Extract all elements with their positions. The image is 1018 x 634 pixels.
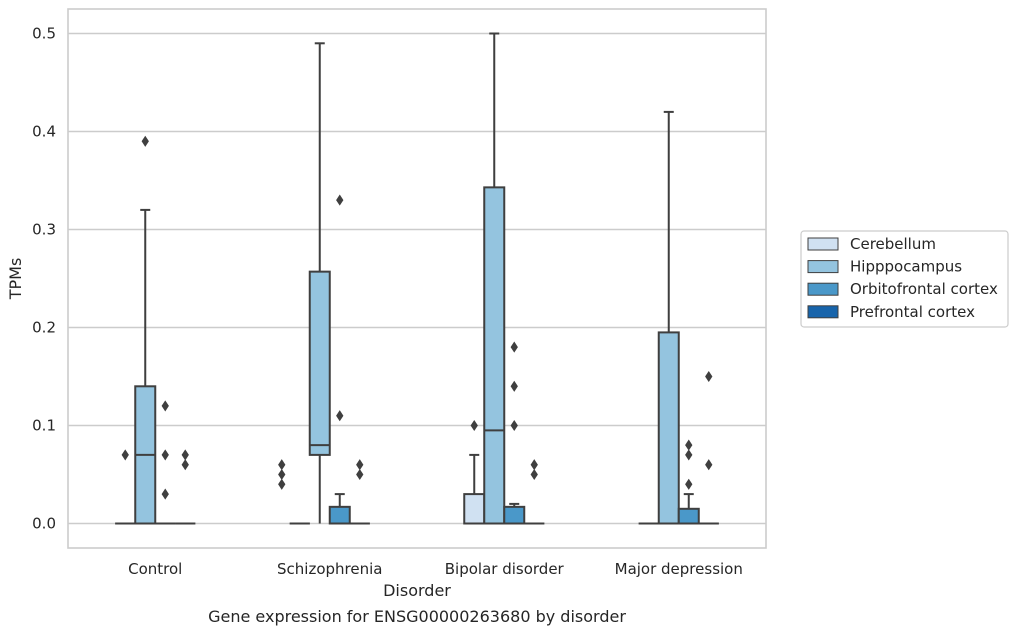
legend-frame [800, 230, 1009, 328]
y-tick-label: 0.2 [32, 319, 56, 337]
x-tick-label: Major depression [615, 560, 743, 578]
outlier-point [356, 459, 364, 471]
outlier-point [705, 370, 713, 383]
box [677, 507, 700, 525]
y-axis: 0.0 0.1 0.2 0.3 0.4 0.5 [32, 25, 56, 533]
outlier-point [161, 488, 169, 500]
outlier-point [278, 459, 286, 471]
legend-swatch [807, 282, 839, 296]
box-group [698, 370, 719, 525]
legend-label: Cerebellum [850, 235, 936, 253]
y-tick-label: 0.3 [32, 221, 56, 239]
box-group [349, 459, 370, 525]
outlier-point [685, 478, 693, 490]
box-group [463, 419, 486, 525]
box-group [175, 449, 196, 525]
outlier-point [336, 194, 344, 206]
outlier-point [510, 380, 518, 392]
x-tick-label: Bipolar disorder [445, 560, 565, 578]
x-tick-label: Control [128, 560, 182, 578]
box-group [657, 110, 680, 525]
legend-label: Hipppocampus [850, 258, 962, 276]
y-tick-label: 0.1 [32, 417, 56, 435]
outlier-point [470, 419, 478, 432]
box [328, 505, 351, 525]
box [463, 493, 486, 525]
x-axis: Control Schizophrenia Bipolar disorder Majo… [128, 560, 743, 578]
figure-caption: Gene expression for ENSG00000263680 by d… [208, 607, 626, 626]
box-group [308, 42, 331, 524]
y-tick-label: 0.4 [32, 123, 56, 141]
outlier-point [181, 449, 189, 461]
outlier-point [705, 459, 713, 471]
legend-label: Orbitofrontal cortex [850, 280, 998, 298]
y-axis-title: TPMs [6, 258, 25, 301]
outlier-point [141, 135, 149, 147]
outlier-point [685, 449, 693, 461]
x-axis-title: Disorder [383, 581, 451, 600]
legend-swatch [807, 260, 839, 274]
outlier-point [356, 468, 364, 481]
outlier-point [685, 439, 693, 451]
legend-swatch [807, 305, 839, 319]
outlier-point [336, 410, 344, 422]
box [657, 331, 680, 525]
outlier-point [530, 459, 538, 471]
box-group [483, 32, 506, 525]
box [503, 505, 526, 525]
outlier-point [278, 468, 286, 481]
box-group [328, 194, 351, 525]
box-group [115, 449, 136, 525]
outlier-point [510, 419, 518, 432]
boxes [115, 32, 719, 525]
outlier-point [161, 400, 169, 412]
box-group [677, 439, 700, 525]
legend: Cerebellum Hipppocampus Orbitofrontal cort… [800, 230, 1009, 328]
y-tick-label: 0.5 [32, 25, 56, 43]
outlier-point [530, 468, 538, 481]
outlier-point [510, 341, 518, 353]
box-group [155, 400, 176, 525]
box-group [134, 135, 157, 525]
outlier-point [161, 449, 169, 461]
plot-frame [67, 8, 767, 549]
x-tick-label: Schizophrenia [277, 560, 382, 578]
box [483, 186, 506, 525]
outlier-point [181, 459, 189, 471]
legend-swatch [807, 237, 839, 251]
outlier-point [278, 478, 286, 490]
box-group [503, 341, 526, 525]
y-tick-label: 0.0 [32, 515, 56, 533]
legend-label: Prefrontal cortex [850, 303, 975, 321]
box-group [524, 459, 545, 525]
box [308, 270, 331, 456]
outlier-point [121, 449, 129, 461]
